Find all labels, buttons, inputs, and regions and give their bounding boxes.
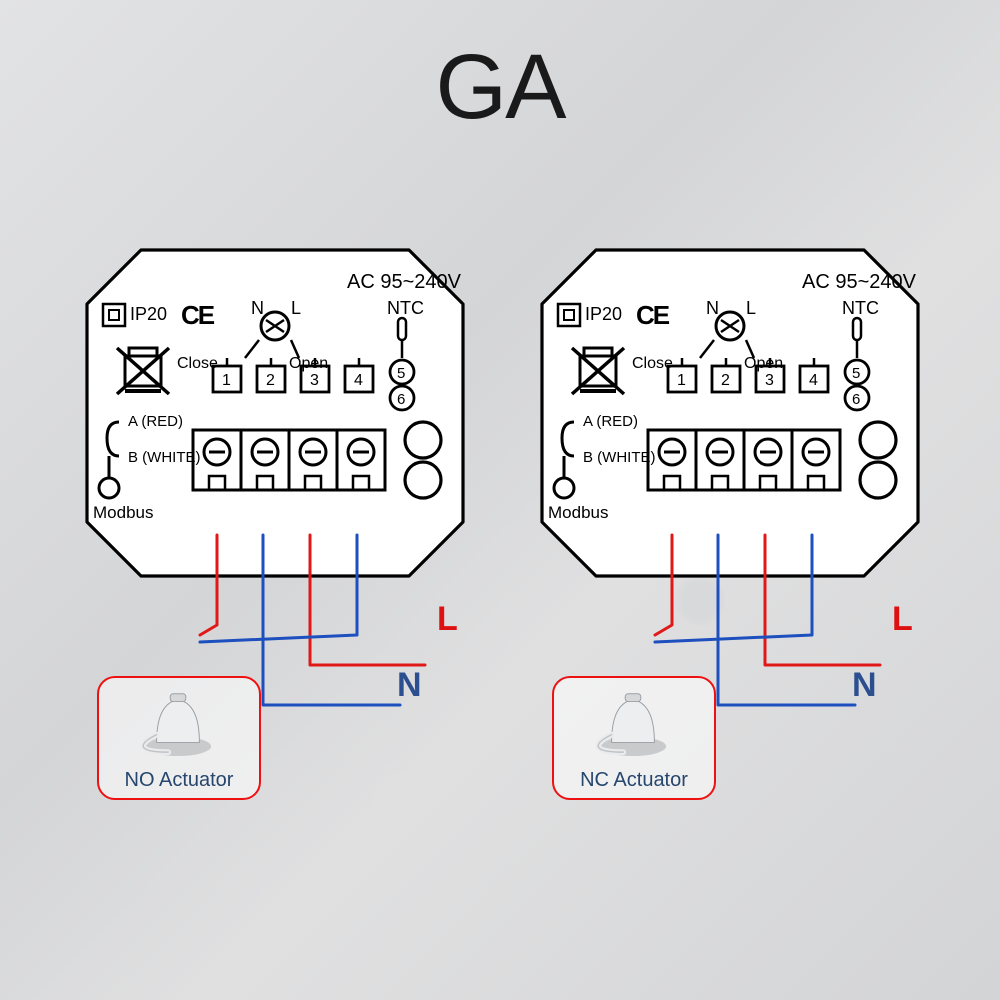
svg-text:5: 5 <box>397 365 405 382</box>
svg-text:IP20: IP20 <box>130 304 167 324</box>
svg-text:2: 2 <box>266 372 275 389</box>
svg-text:1: 1 <box>677 372 686 389</box>
svg-text:5: 5 <box>852 365 860 382</box>
svg-text:2: 2 <box>721 372 730 389</box>
svg-text:NTC: NTC <box>387 298 424 318</box>
wiring-block: NO Actuator LN <box>85 578 525 818</box>
svg-text:A (RED): A (RED) <box>128 413 183 430</box>
actuator-box: NC Actuator <box>552 676 716 800</box>
actuator-box: NO Actuator <box>97 676 261 800</box>
wiring-block: NC Actuator LN <box>540 578 980 818</box>
svg-text:L: L <box>291 298 301 318</box>
actuator-icon <box>594 686 672 758</box>
actuator-label: NO Actuator <box>99 769 259 792</box>
svg-text:CE: CE <box>636 300 670 330</box>
page-title: GA <box>0 35 1000 140</box>
svg-text:NTC: NTC <box>842 298 879 318</box>
svg-text:1: 1 <box>222 372 231 389</box>
svg-text:Open: Open <box>289 355 328 372</box>
actuator-icon <box>139 686 217 758</box>
svg-text:Open: Open <box>744 355 783 372</box>
label-N: N <box>852 666 877 705</box>
svg-text:IP20: IP20 <box>585 304 622 324</box>
svg-text:N: N <box>251 298 264 318</box>
svg-text:4: 4 <box>809 372 818 389</box>
svg-text:B (WHITE): B (WHITE) <box>583 449 656 466</box>
svg-text:3: 3 <box>310 372 319 389</box>
svg-text:L: L <box>746 298 756 318</box>
actuator-label: NC Actuator <box>554 769 714 792</box>
svg-text:3: 3 <box>765 372 774 389</box>
svg-text:6: 6 <box>852 391 860 408</box>
label-L: L <box>892 600 913 639</box>
svg-text:AC 95~240V: AC 95~240V <box>802 271 917 293</box>
label-N: N <box>397 666 422 705</box>
svg-text:AC 95~240V: AC 95~240V <box>347 271 462 293</box>
svg-text:A (RED): A (RED) <box>583 413 638 430</box>
svg-text:N: N <box>706 298 719 318</box>
svg-text:6: 6 <box>397 391 405 408</box>
svg-text:CE: CE <box>181 300 215 330</box>
svg-text:4: 4 <box>354 372 363 389</box>
label-L: L <box>437 600 458 639</box>
svg-text:B (WHITE): B (WHITE) <box>128 449 201 466</box>
